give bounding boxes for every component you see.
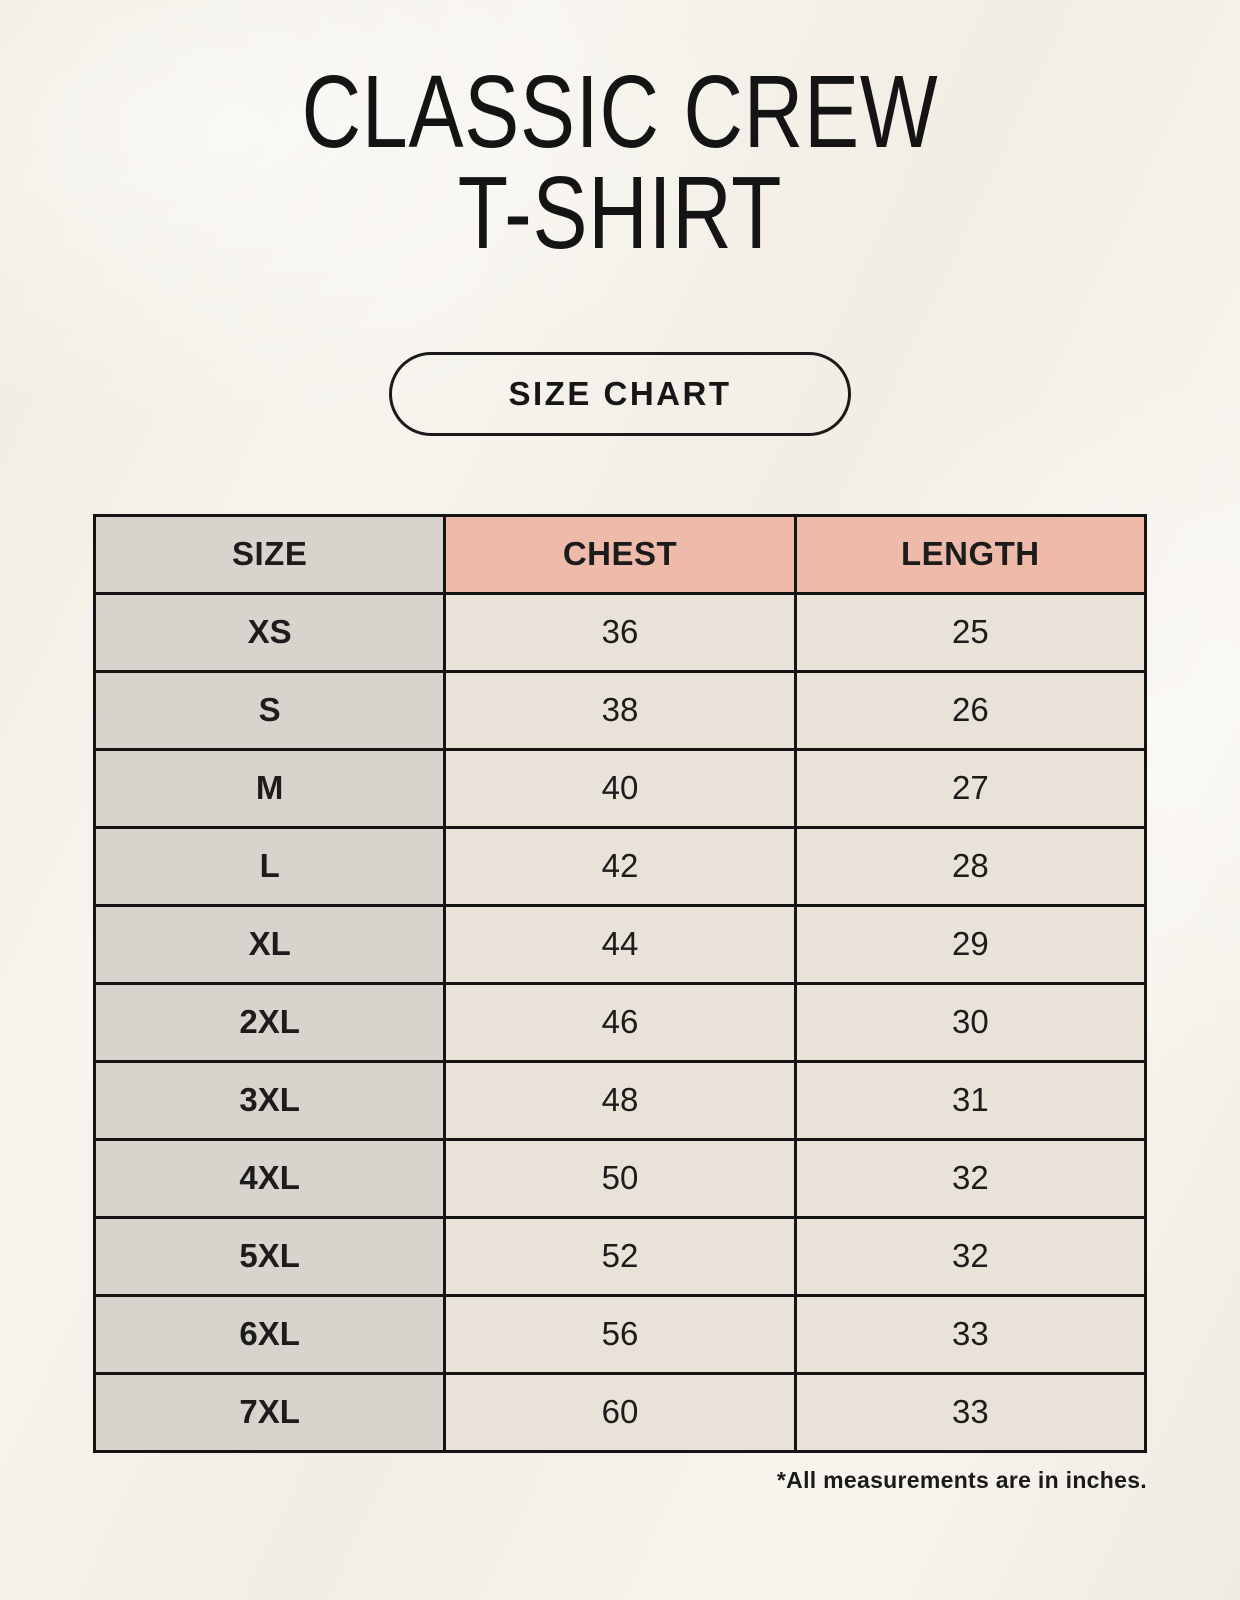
length-cell: 32 (793, 1215, 1148, 1297)
size-cell: M (92, 747, 447, 829)
length-cell: 28 (793, 825, 1148, 907)
chest-cell: 48 (443, 1059, 797, 1141)
size-table: SIZE CHEST LENGTH XS 36 25 S 38 26 M 40 … (92, 513, 1148, 1453)
size-cell: 4XL (92, 1137, 447, 1219)
column-header-size: SIZE (92, 513, 447, 595)
table-row: 5XL 52 32 (92, 1215, 1148, 1297)
table-row: 6XL 56 33 (92, 1293, 1148, 1375)
size-chart-button[interactable]: SIZE CHART (389, 351, 851, 436)
chest-cell: 44 (443, 903, 797, 985)
chest-cell: 52 (443, 1215, 797, 1297)
table-row: XS 36 25 (92, 591, 1148, 673)
chest-cell: 40 (443, 747, 797, 829)
length-cell: 29 (793, 903, 1148, 985)
length-cell: 32 (793, 1137, 1148, 1219)
size-cell: 6XL (92, 1293, 447, 1375)
size-cell: XL (92, 903, 447, 985)
length-cell: 27 (793, 747, 1148, 829)
size-cell: 7XL (92, 1371, 447, 1453)
page-title-line-1: CLASSIC CREW (301, 54, 939, 169)
table-row: M 40 27 (92, 747, 1148, 829)
table-row: XL 44 29 (92, 903, 1148, 985)
length-cell: 33 (793, 1371, 1148, 1453)
chest-cell: 36 (443, 591, 797, 673)
chest-cell: 60 (443, 1371, 797, 1453)
length-cell: 30 (793, 981, 1148, 1063)
size-cell: L (92, 825, 447, 907)
length-cell: 25 (793, 591, 1148, 673)
table-row: S 38 26 (92, 669, 1148, 751)
table-row: 3XL 48 31 (92, 1059, 1148, 1141)
size-cell: XS (92, 591, 447, 673)
size-cell: S (92, 669, 447, 751)
table-row: 4XL 50 32 (92, 1137, 1148, 1219)
size-chart-page: CLASSIC CREW T-SHIRT SIZE CHART SIZE CHE… (0, 54, 1240, 1494)
table-header-row: SIZE CHEST LENGTH (92, 513, 1148, 595)
column-header-chest: CHEST (443, 513, 797, 595)
measurements-note: *All measurements are in inches. (776, 1466, 1147, 1493)
table-row: L 42 28 (92, 825, 1148, 907)
chest-cell: 56 (443, 1293, 797, 1375)
table-row: 7XL 60 33 (92, 1371, 1148, 1453)
column-header-length: LENGTH (793, 513, 1148, 595)
size-chart-button-label: SIZE CHART (508, 374, 732, 412)
size-cell: 5XL (92, 1215, 447, 1297)
chest-cell: 50 (443, 1137, 797, 1219)
length-cell: 31 (793, 1059, 1148, 1141)
chest-cell: 38 (443, 669, 797, 751)
page-title: CLASSIC CREW T-SHIRT (124, 54, 1116, 270)
chest-cell: 42 (443, 825, 797, 907)
chest-cell: 46 (443, 981, 797, 1063)
length-cell: 26 (793, 669, 1148, 751)
table-row: 2XL 46 30 (92, 981, 1148, 1063)
size-cell: 2XL (92, 981, 447, 1063)
page-title-line-2: T-SHIRT (457, 154, 783, 270)
size-cell: 3XL (92, 1059, 447, 1141)
length-cell: 33 (793, 1293, 1148, 1375)
